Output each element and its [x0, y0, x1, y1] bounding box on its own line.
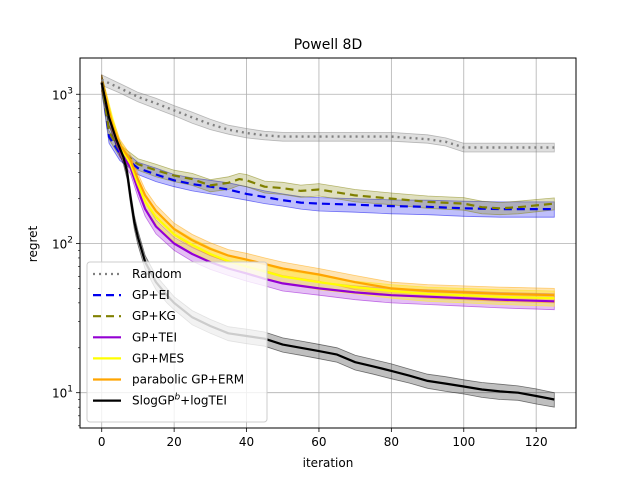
legend-label: Random	[132, 267, 182, 281]
random-band	[101, 74, 555, 153]
parabolic-gp-erm-line	[100, 82, 555, 297]
y-tick-label: 101	[52, 385, 73, 401]
x-tick-label: 60	[311, 435, 326, 449]
y-axis-label: regret	[26, 225, 40, 262]
gp-tei-band	[101, 74, 555, 311]
random-line	[101, 78, 555, 149]
x-tick-label: 20	[166, 435, 181, 449]
x-tick-label: 100	[452, 435, 475, 449]
legend-label: GP+EI	[132, 288, 170, 302]
legend-box	[86, 261, 268, 423]
x-tick-label: 120	[525, 435, 548, 449]
legend-label: GP+TEI	[132, 330, 177, 344]
gp-ei-band	[101, 74, 555, 218]
chart-title: Powell 8D	[294, 37, 363, 53]
legend-label: GP+MES	[132, 351, 184, 365]
plot-frame	[79, 57, 577, 429]
gp-kg-line	[100, 82, 555, 210]
gp-mes-line	[100, 82, 555, 300]
y-tick-label: 102	[52, 235, 73, 251]
gp-kg-band	[101, 74, 555, 216]
x-axis-label: iteration	[303, 456, 354, 470]
x-axis-ticks: 0 20 40 60 80 100 120	[98, 428, 548, 449]
legend-label: GP+KG	[132, 309, 176, 323]
legend-label: SlogGPb+logTEI	[132, 393, 227, 408]
legend-label: parabolic GP+ERM	[132, 373, 244, 387]
legend: Random GP+EI GP+KG GP+TEI GP+MES parabolic GP…	[86, 261, 268, 423]
y-axis-ticks: 101 102 103	[52, 86, 80, 427]
x-tick-label: 40	[239, 435, 254, 449]
x-tick-label: 80	[384, 435, 399, 449]
y-tick-label: 103	[52, 86, 73, 102]
x-tick-label: 0	[98, 435, 106, 449]
